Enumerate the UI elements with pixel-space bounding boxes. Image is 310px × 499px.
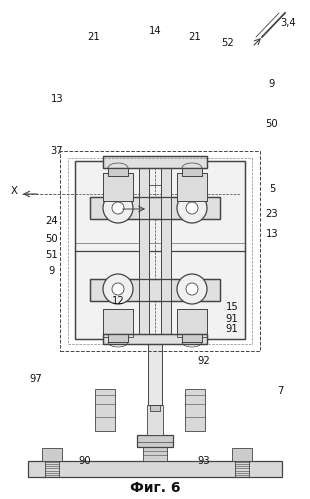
- Circle shape: [186, 202, 198, 214]
- Text: 5: 5: [269, 184, 275, 194]
- Bar: [143, 447, 167, 461]
- Text: 12: 12: [112, 296, 124, 306]
- Bar: [90, 279, 220, 301]
- Bar: [185, 389, 205, 431]
- Text: 15: 15: [226, 302, 238, 312]
- Text: 50: 50: [46, 234, 58, 244]
- Bar: [103, 309, 133, 337]
- Bar: [177, 173, 207, 201]
- Bar: [103, 309, 133, 337]
- Text: 50: 50: [266, 119, 278, 129]
- Bar: [75, 161, 245, 339]
- Bar: [108, 168, 128, 176]
- Text: 52: 52: [222, 38, 234, 48]
- Circle shape: [186, 283, 198, 295]
- Bar: [103, 156, 207, 168]
- Bar: [90, 197, 220, 219]
- Text: 23: 23: [266, 209, 278, 219]
- Text: 93: 93: [198, 456, 210, 466]
- Text: 24: 24: [46, 216, 58, 226]
- Bar: [150, 405, 160, 411]
- Bar: [137, 435, 173, 447]
- Bar: [182, 334, 202, 342]
- Text: 9: 9: [269, 79, 275, 89]
- Text: 9: 9: [49, 266, 55, 276]
- Text: 7: 7: [277, 386, 283, 396]
- Circle shape: [112, 202, 124, 214]
- Text: 21: 21: [88, 32, 100, 42]
- Bar: [148, 185, 162, 405]
- Bar: [103, 173, 133, 201]
- Bar: [148, 185, 162, 405]
- Bar: [182, 168, 202, 176]
- Text: 51: 51: [46, 250, 58, 260]
- Bar: [68, 158, 252, 344]
- Text: 97: 97: [30, 374, 42, 384]
- Bar: [90, 197, 220, 219]
- Text: Фиг. 6: Фиг. 6: [130, 481, 180, 495]
- Bar: [42, 448, 62, 461]
- Bar: [177, 309, 207, 337]
- Bar: [103, 334, 207, 344]
- Text: 91: 91: [226, 324, 238, 334]
- Bar: [103, 156, 207, 168]
- Text: 91: 91: [226, 314, 238, 324]
- Bar: [108, 334, 128, 342]
- Text: 37: 37: [51, 146, 63, 156]
- Bar: [139, 161, 149, 339]
- Text: 3,4: 3,4: [280, 18, 296, 28]
- Circle shape: [177, 193, 207, 223]
- Bar: [103, 173, 133, 201]
- Bar: [147, 405, 163, 435]
- Circle shape: [177, 274, 207, 304]
- Bar: [108, 334, 128, 342]
- Text: 13: 13: [266, 229, 278, 239]
- Text: 90: 90: [79, 456, 91, 466]
- Bar: [28, 461, 282, 477]
- Circle shape: [103, 274, 133, 304]
- Bar: [182, 168, 202, 176]
- Bar: [232, 448, 252, 461]
- Text: 21: 21: [188, 32, 202, 42]
- Text: 13: 13: [51, 94, 63, 104]
- Text: X: X: [11, 186, 17, 196]
- Text: 14: 14: [149, 26, 161, 36]
- Bar: [177, 309, 207, 337]
- Bar: [108, 168, 128, 176]
- Bar: [103, 334, 207, 344]
- Circle shape: [103, 193, 133, 223]
- Circle shape: [112, 283, 124, 295]
- Bar: [161, 161, 171, 339]
- Bar: [139, 161, 149, 339]
- Bar: [60, 151, 260, 351]
- Bar: [95, 389, 115, 431]
- Bar: [182, 334, 202, 342]
- Text: 92: 92: [198, 356, 210, 366]
- Bar: [75, 161, 245, 339]
- Bar: [90, 279, 220, 301]
- Bar: [161, 161, 171, 339]
- Bar: [177, 173, 207, 201]
